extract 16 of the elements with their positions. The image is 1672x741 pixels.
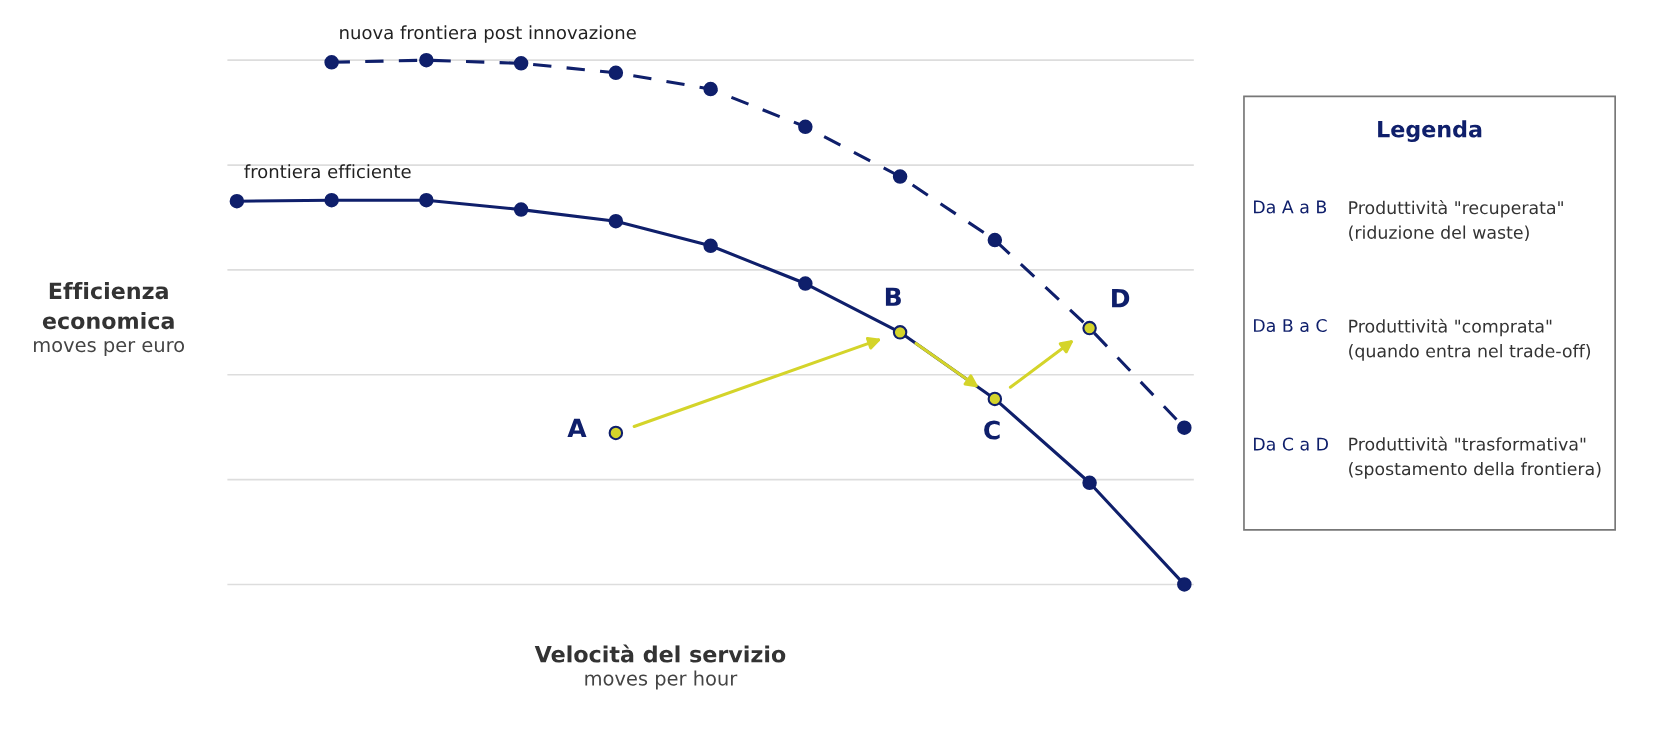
y-axis-title: Efficienza economica moves per euro bbox=[34, 281, 185, 356]
annotation: A bbox=[567, 418, 587, 438]
text: Da A a B bbox=[1254, 200, 1327, 214]
annotation: B bbox=[885, 287, 901, 306]
text: Legenda bbox=[1378, 120, 1482, 142]
series-label: frontiera efficiente bbox=[244, 164, 411, 179]
point bbox=[608, 425, 624, 441]
text: Produttività "comprata" (quando entra nel trade-off) bbox=[1349, 318, 1591, 361]
text: Produttività "trasformativa" (spostamento della frontiera) bbox=[1349, 436, 1601, 479]
series-label: nuova frontiera post innovazione bbox=[340, 25, 636, 43]
annotation: D bbox=[1112, 289, 1130, 308]
text: Produttività "recuperata" (riduzione del waste) bbox=[1349, 200, 1563, 241]
text: Da B a C bbox=[1254, 318, 1327, 333]
annotation: C bbox=[984, 420, 1000, 440]
x-axis-title: Velocità del servizio moves per hour bbox=[534, 644, 786, 690]
text: Da C a D bbox=[1254, 437, 1328, 451]
